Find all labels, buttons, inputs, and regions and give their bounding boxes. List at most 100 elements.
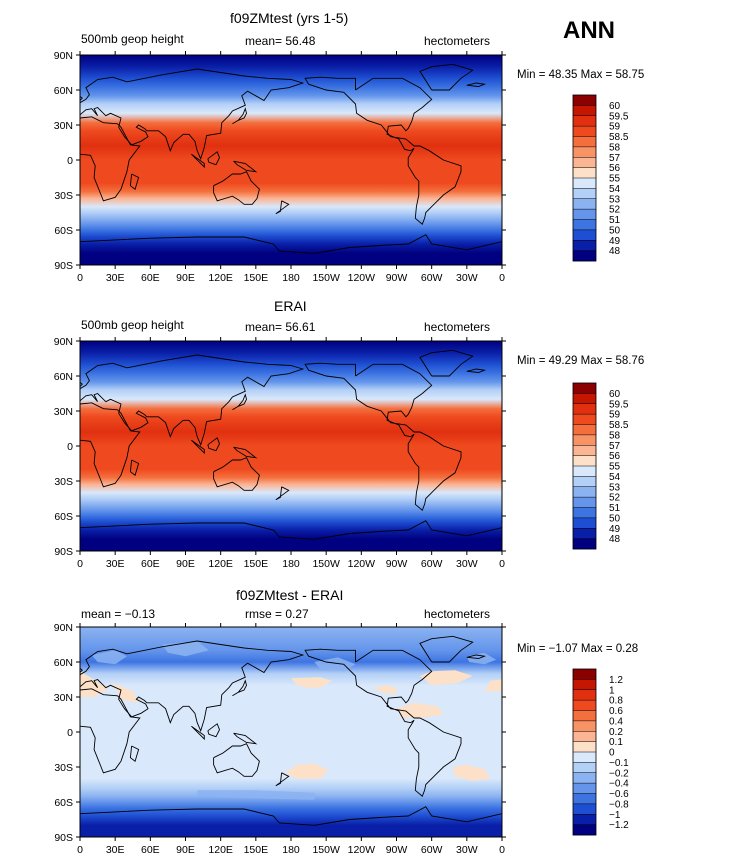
panel-3-colorbar-swatch: [573, 824, 596, 836]
panel-3-coastline-9: [232, 679, 247, 697]
panel-2-x-tick-label: 30W: [456, 558, 478, 570]
panel-1-y-tick-label: 60N: [54, 85, 73, 97]
panel-3-colorbar-swatch: [573, 700, 596, 711]
panel-1-y-tick-label: 60S: [54, 225, 73, 237]
panel-3-colorbar-label: −0.4: [609, 779, 629, 790]
panel-3-y-tick-label: 90S: [54, 832, 73, 844]
panel-3-x-tick-label: 90W: [386, 844, 408, 856]
panel-1-colorbar-swatch: [573, 188, 596, 200]
panel-1-content: [80, 55, 502, 265]
panel-2-colorbar-swatch: [573, 393, 596, 405]
panel-3-coastline-1: [304, 648, 462, 797]
panel-3-coastline-8: [233, 732, 258, 745]
panel-3-colorbar-label: 0: [609, 748, 615, 759]
panel-3-mean-label: mean = −0.13: [81, 607, 156, 621]
panel-3-colorbar-label: 0.4: [609, 716, 623, 727]
panel-2-colorbar-swatch: [573, 403, 596, 415]
panel-2-content: [80, 341, 502, 551]
panel-3-content: [80, 627, 502, 837]
panel-2-coastline-11: [129, 459, 140, 476]
panel-1-colorbar-label: 59: [609, 122, 621, 133]
panel-2-colorbar-label: 52: [609, 493, 621, 504]
panel-1-colorbar-frame: [572, 94, 597, 262]
panel-2-x-tick-label: 0: [499, 558, 505, 570]
panel-1-coastline-13: [466, 82, 487, 87]
panel-2-y-tick-label: 0: [67, 441, 73, 453]
panel-3-colorbar-swatch: [573, 803, 596, 815]
panel-3-coastline-6: [191, 725, 205, 741]
panel-3-colorbar-frame: [572, 668, 597, 836]
panel-1-colorbar-swatch: [573, 229, 596, 241]
panel-3-colorbar-swatch: [573, 772, 596, 784]
panel-2-x-tick-label: 90E: [176, 558, 195, 570]
panel-2-coastline-6: [191, 439, 205, 455]
panel-2-variable-label: 500mb geop height: [81, 318, 184, 332]
panel-2-coastline-8: [233, 446, 258, 459]
panel-1-colorbar-swatch: [573, 250, 596, 262]
panel-1-colorbar-swatch: [573, 198, 596, 210]
panel-1-colorbar-label: 58.5: [609, 132, 629, 143]
panel-3-colorbar-swatch: [573, 752, 596, 763]
panel-3-colorbar-label: 0.2: [609, 727, 623, 738]
panel-1-colorbar-label: 52: [609, 205, 621, 216]
panel-2-map: 0 30E 60E 90E 120E 150E 180 150W 120W 90W 60W 30W 09…: [54, 336, 506, 570]
panel-2-y-tick-label: 30S: [54, 476, 73, 488]
panel-3-negative-anomaly-5: [197, 790, 315, 800]
panel-3-y-tick-label: 60N: [54, 657, 73, 669]
panel-2-colorbar-label: 58.5: [609, 420, 629, 431]
panel-2-coastline-7: [207, 437, 220, 452]
panel-2-colorbar-swatch: [573, 445, 596, 456]
panel-3-y-tick-label: 0: [67, 727, 73, 739]
panel-3-negative-anomaly-3: [314, 657, 356, 672]
panel-2-x-tick-label: 120W: [348, 558, 376, 570]
panel-1-variable-label: 500mb geop height: [81, 32, 184, 46]
panel-2-mean-label: mean= 56.61: [245, 320, 316, 334]
panel-2-coastline-9: [232, 393, 247, 411]
panel-3-x-tick-label: 180: [282, 844, 300, 856]
panel-2-colorbar-label: 58: [609, 430, 621, 441]
panel-1-coastline-2: [419, 63, 474, 91]
panel-1-colorbar-swatch: [573, 105, 596, 117]
panel-1-colorbar-swatch: [573, 115, 596, 127]
panel-2-colorbar-swatch: [573, 538, 596, 550]
panel-3-positive-anomaly-5: [452, 764, 491, 781]
panel-1-title: f09ZMtest (yrs 1-5): [230, 10, 349, 26]
panel-1-colorbar-swatch: [573, 167, 596, 179]
panel-3-map: 0 30E 60E 90E 120E 150E 180 150W 120W 90W 60W 30W 09…: [54, 622, 506, 856]
panel-2-colorbar-label: 59: [609, 410, 621, 421]
panel-1-coastline-14: [80, 234, 502, 254]
panel-3-y-tick-label: 30N: [54, 692, 73, 704]
panel-1-x-tick-label: 150E: [244, 272, 269, 284]
panel-1-y-tick-label: 90S: [54, 260, 73, 272]
panel-1-colorbar-swatch: [573, 178, 596, 189]
panel-3-y-tick-label: 60S: [54, 797, 73, 809]
panel-3-colorbar-swatch: [573, 731, 596, 742]
panel-2-y-tick-label: 60N: [54, 371, 73, 383]
panel-3-colorbar-swatch: [573, 793, 596, 805]
panel-3-colorbar-swatch: [573, 689, 596, 701]
panel-2-coastline-14: [80, 520, 502, 540]
panel-3-rmse-label: rmse = 0.27: [245, 607, 309, 621]
panel-3-x-tick-label: 150E: [244, 844, 269, 856]
panel-3-coastline-11: [129, 745, 140, 762]
panel-3-colorbar-label: −1: [609, 810, 621, 821]
panel-1-colorbar-swatch: [573, 126, 596, 137]
panel-1-x-tick-label: 180: [282, 272, 300, 284]
panel-1-coastline-8: [233, 160, 258, 173]
panel-3-colorbar-label: 0.6: [609, 706, 623, 717]
panel-3-colorbar-swatch: [573, 710, 596, 722]
panel-3-x-tick-label: 120W: [348, 844, 376, 856]
panel-2-y-tick-label: 90S: [54, 546, 73, 558]
panel-2-colorbar-label: 56: [609, 451, 621, 462]
panel-3-colorbar: 1.210.80.60.40.20.10−0.1−0.2−0.4−0.6−0.8…: [572, 668, 629, 836]
panel-3-colorbar-label: 1.2: [609, 675, 623, 686]
panel-3-colorbar-swatch: [573, 783, 596, 794]
panel-2-units-label: hectometers: [424, 320, 491, 334]
panel-2-y-tick-label: 90N: [54, 336, 73, 348]
panel-3-x-tick-label: 0: [499, 844, 505, 856]
panel-3-x-tick-label: 120E: [208, 844, 233, 856]
panel-3-colorbar-swatch: [573, 679, 596, 691]
panel-2-colorbar-label: 59.5: [609, 399, 629, 410]
